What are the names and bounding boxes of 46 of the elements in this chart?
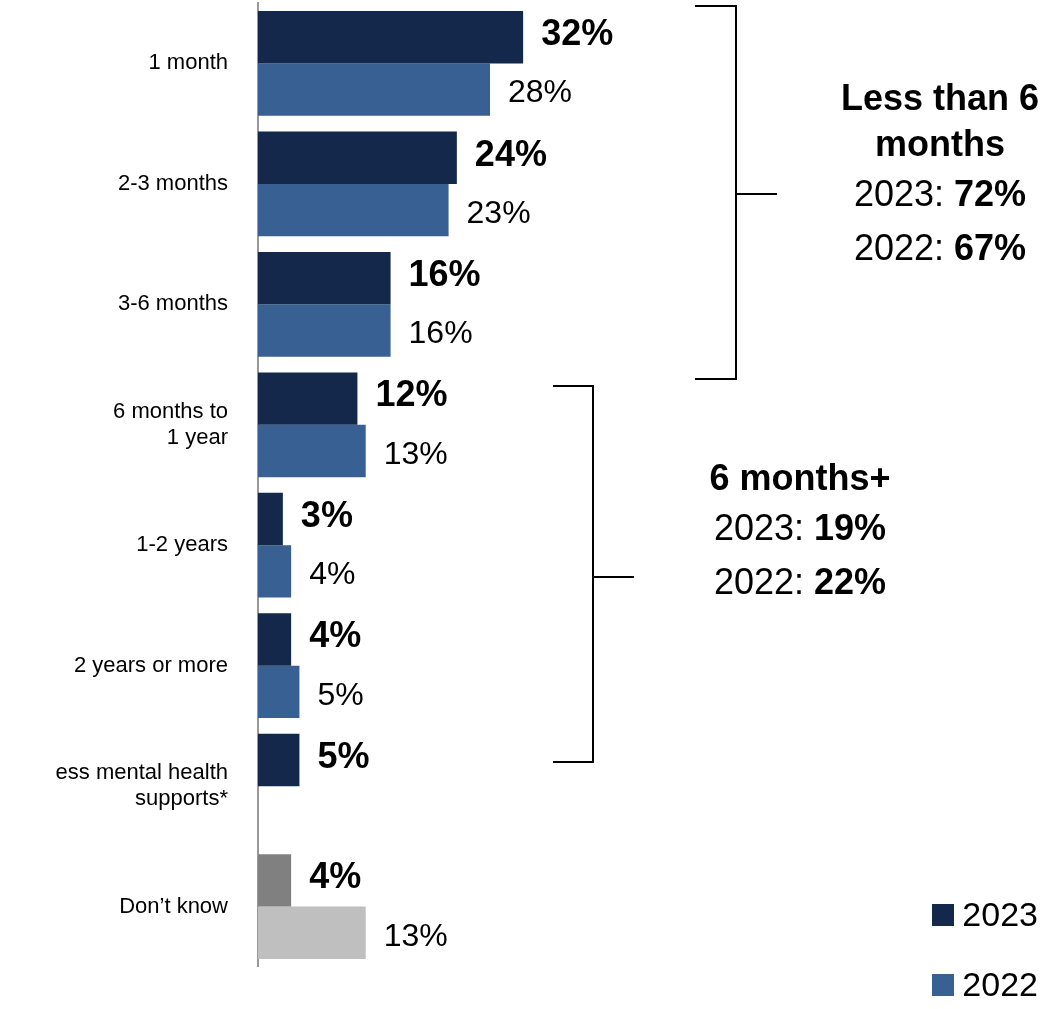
data-label: 4% <box>309 614 362 656</box>
data-label: 4% <box>309 555 356 592</box>
y-tick-label: 2 years or more <box>73 651 228 677</box>
text: Less than 6 months <box>839 76 1041 166</box>
data-label: 13% <box>383 916 448 953</box>
bar <box>258 11 524 64</box>
bar <box>258 665 300 719</box>
bar <box>258 424 366 478</box>
bar <box>258 131 457 184</box>
y-tick-label: 6 months to 1 year <box>113 397 228 450</box>
bar <box>258 492 283 546</box>
y-tick-label: 1-2 years <box>136 531 228 557</box>
data-label: 3% <box>300 493 353 535</box>
text: 2022: 22% <box>712 560 888 604</box>
data-label: 24% <box>474 132 547 174</box>
data-label: 12% <box>375 373 448 415</box>
data-label: 28% <box>508 73 573 110</box>
text: 2023: 19% <box>712 506 888 550</box>
y-tick-label: 2-3 months <box>117 169 228 195</box>
legend-label: 2022 <box>961 965 1038 1004</box>
bar <box>258 183 449 237</box>
data-label: 5% <box>317 734 370 776</box>
bar <box>258 613 292 666</box>
y-tick-label: 3-6 months <box>117 290 228 316</box>
bar <box>258 372 358 425</box>
bar <box>258 906 366 959</box>
text: 2023: 72% <box>852 172 1028 216</box>
data-label: 23% <box>466 193 531 230</box>
bar <box>258 63 490 116</box>
y-tick-label: Don’t know <box>119 892 229 918</box>
data-label: 16% <box>408 253 481 295</box>
text: 6 months+ <box>708 456 892 500</box>
bar <box>258 304 391 357</box>
data-label: 13% <box>383 434 448 471</box>
data-label: 4% <box>309 855 362 897</box>
data-label: 16% <box>408 314 473 351</box>
text: 2022: 67% <box>852 226 1028 270</box>
y-tick-label: 1 month <box>148 49 228 75</box>
bar <box>258 854 292 907</box>
legend-label: 2023 <box>961 895 1038 934</box>
bar <box>258 251 391 305</box>
y-tick-label: ess mental health supports* <box>55 758 229 811</box>
bar <box>258 733 300 787</box>
data-label: 32% <box>541 12 614 54</box>
data-label: 5% <box>317 675 364 712</box>
bar <box>258 545 292 598</box>
